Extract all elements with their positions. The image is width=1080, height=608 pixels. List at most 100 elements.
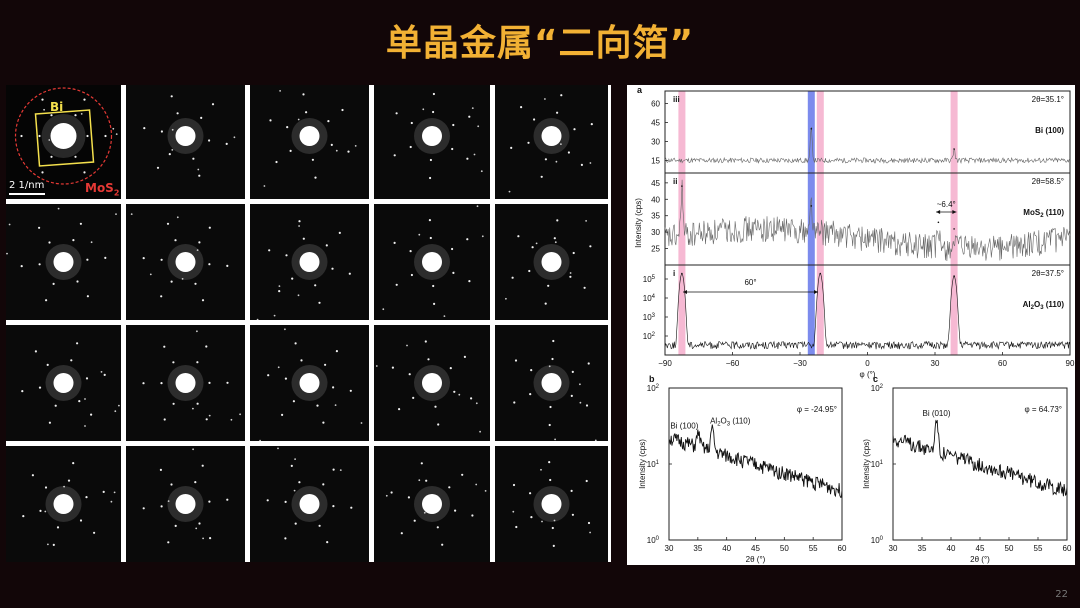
- diffraction-spot: [418, 233, 421, 236]
- diffraction-spot: [286, 126, 289, 129]
- y-tick-label: 45: [651, 179, 660, 188]
- diffraction-pattern: [14, 87, 118, 185]
- diffraction-spot: [585, 479, 588, 483]
- inset-bi-label: Bi: [50, 100, 64, 114]
- highlight-band: [678, 91, 686, 355]
- y-tick-label: 103: [643, 313, 656, 322]
- diffraction-spot: [513, 401, 516, 404]
- diffraction-spot: [156, 166, 160, 169]
- diffraction-spot: [142, 507, 145, 510]
- diffraction-spot: [587, 521, 591, 525]
- diffraction-spot: [170, 483, 173, 486]
- diffraction-spot: [589, 531, 591, 534]
- diffraction-spot: [100, 371, 103, 373]
- diffraction-spot: [279, 90, 281, 92]
- label-part: Al: [1023, 300, 1031, 309]
- diffraction-spot: [76, 342, 79, 345]
- x-tick-label: 60: [1063, 544, 1072, 553]
- y-tick-label: 100: [871, 536, 884, 545]
- diffraction-spot: [38, 134, 41, 138]
- diffraction-spot: [556, 111, 559, 114]
- x-tick-label: 50: [780, 544, 789, 553]
- central-beam: [422, 252, 442, 272]
- diffraction-spot: [293, 489, 296, 492]
- diffraction-spot: [580, 163, 583, 166]
- diffraction-spot: [549, 478, 552, 482]
- y-tick-label: 60: [651, 100, 660, 109]
- diffraction-spot: [102, 490, 105, 493]
- diffraction-spot: [560, 94, 563, 97]
- y-tick-label: 102: [643, 332, 656, 341]
- central-beam: [299, 494, 320, 514]
- diffraction-spot: [573, 128, 576, 131]
- diffraction-spot: [171, 149, 174, 151]
- diffraction-spot: [170, 95, 173, 98]
- y-tick-label: 102: [871, 384, 884, 393]
- y-tick-base: 10: [643, 275, 652, 284]
- diffraction-pattern: [21, 342, 120, 427]
- diffraction-spot: [451, 147, 454, 151]
- x-tick-label: −90: [658, 359, 672, 368]
- x-tick-label: 0: [865, 359, 870, 368]
- diffraction-pattern: [508, 94, 593, 193]
- diffraction-spot: [294, 522, 297, 525]
- x-tick-label: 30: [665, 544, 674, 553]
- diffraction-pattern: [266, 447, 353, 544]
- diffraction-spot: [570, 489, 573, 492]
- diffraction-spot: [569, 272, 572, 274]
- highlight-band: [816, 91, 824, 355]
- diffraction-spot: [316, 404, 319, 407]
- diffraction-pattern: [143, 95, 236, 177]
- diffraction-tile: [495, 204, 608, 320]
- diffraction-spot: [160, 258, 163, 261]
- diffraction-spot: [22, 515, 25, 518]
- diffraction-spot: [298, 481, 301, 484]
- diffraction-spot: [454, 509, 457, 512]
- y-tick-exp: 2: [652, 332, 656, 338]
- highlight-band: [807, 91, 815, 355]
- x-tick-label: 35: [918, 544, 927, 553]
- diffraction-spot: [196, 402, 199, 405]
- diffraction-spot: [200, 116, 203, 119]
- x-tick-label: −30: [793, 359, 807, 368]
- y-tick-base: 10: [647, 536, 656, 545]
- diffraction-spot: [451, 247, 454, 251]
- label-part: (110): [1044, 300, 1065, 309]
- diffraction-spot: [44, 510, 47, 513]
- diffraction-spot: [441, 543, 444, 546]
- diffraction-spot: [48, 241, 51, 244]
- diffraction-spot: [38, 386, 42, 389]
- diffraction-spot: [80, 113, 83, 115]
- diffraction-spot: [423, 511, 426, 514]
- peak-mark: [819, 272, 822, 275]
- diffraction-spot: [332, 505, 335, 508]
- x-tick-label: 40: [722, 544, 731, 553]
- diffraction-spot: [382, 308, 385, 311]
- diffraction-spot: [549, 405, 552, 409]
- diffraction-spot: [512, 483, 516, 487]
- label-sub: 2: [1031, 305, 1035, 311]
- diffraction-spot: [314, 284, 317, 287]
- diffraction-spot: [408, 373, 411, 376]
- diffraction-spot: [268, 249, 271, 252]
- diffraction-spot: [413, 519, 416, 522]
- diffraction-spot: [393, 241, 396, 244]
- diffraction-spot: [471, 107, 474, 109]
- diffraction-spot: [267, 374, 270, 377]
- diffraction-spot: [93, 531, 96, 534]
- diffraction-spot: [196, 361, 199, 364]
- y-tick-label: 102: [647, 384, 660, 393]
- diffraction-tile: [495, 325, 608, 441]
- diffraction-spot: [395, 283, 398, 286]
- diffraction-spot: [63, 485, 65, 488]
- diffraction-spot: [39, 509, 42, 512]
- diffraction-spot: [198, 174, 201, 177]
- diffraction-spot: [278, 285, 281, 287]
- diffraction-spot: [266, 499, 269, 502]
- diffraction-spot: [47, 543, 49, 546]
- diffraction-spot: [570, 394, 573, 397]
- diffraction-spot: [484, 490, 487, 492]
- scale-bar: [9, 193, 45, 195]
- label-sub: 3: [1040, 305, 1044, 311]
- diffraction-spot: [72, 462, 75, 465]
